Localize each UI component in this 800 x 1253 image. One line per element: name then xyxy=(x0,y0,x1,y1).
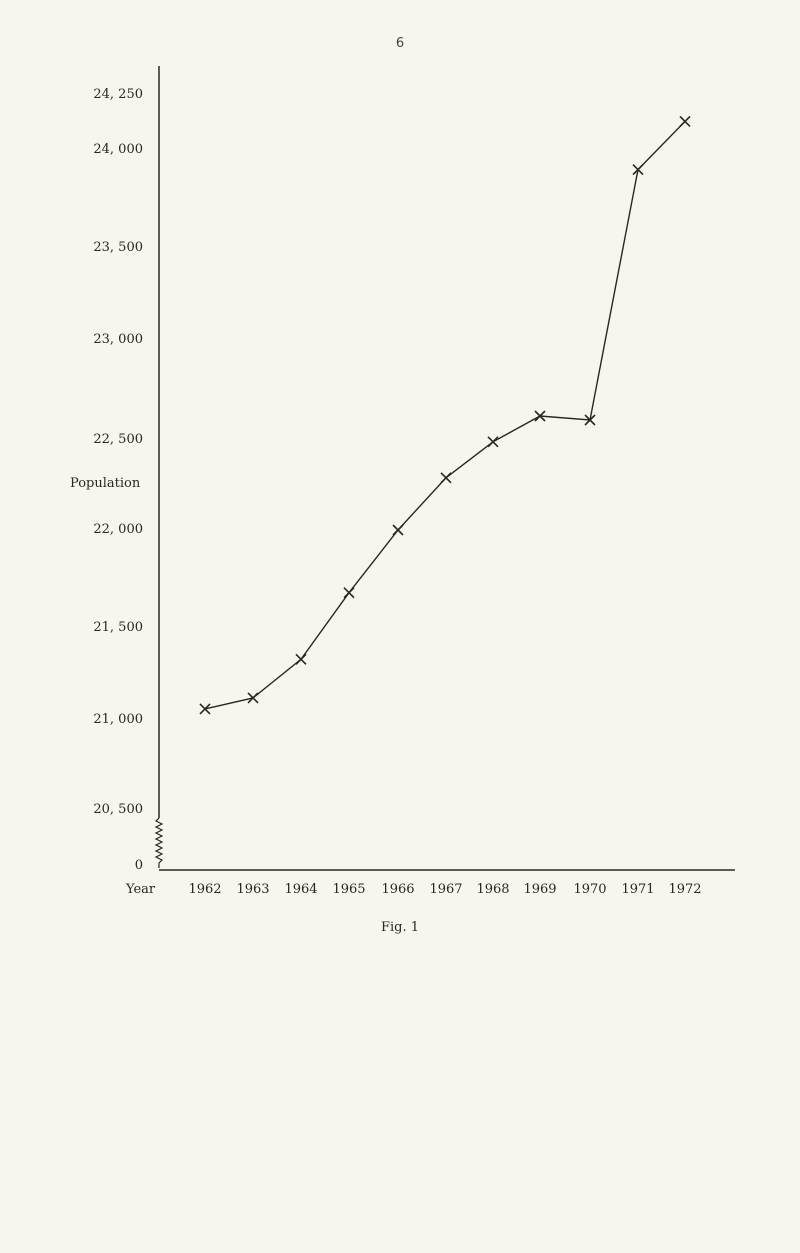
data-point-markers xyxy=(199,115,691,715)
population-line xyxy=(204,120,686,710)
x-tick-label: 1964 xyxy=(284,882,318,897)
x-tick-label: 1971 xyxy=(621,882,655,897)
x-tick-label: 1965 xyxy=(332,882,366,897)
x-marker-icon xyxy=(584,414,596,426)
x-tick-label: 1962 xyxy=(188,882,222,897)
axis-break-icon xyxy=(154,817,164,868)
x-marker-icon xyxy=(247,692,259,704)
x-marker-icon xyxy=(534,410,546,422)
figure-caption: Fig. 1 xyxy=(380,920,420,935)
x-marker-icon xyxy=(343,587,355,599)
y-tick-label: 22, 000 xyxy=(93,522,143,537)
x-tick-label: 1967 xyxy=(429,882,463,897)
x-marker-icon xyxy=(392,524,404,536)
y-tick-label: 23, 000 xyxy=(93,332,143,347)
x-tick-label: 1972 xyxy=(668,882,702,897)
y-tick-label: 21, 500 xyxy=(93,620,143,635)
page-number: 6 xyxy=(395,36,405,51)
x-marker-icon xyxy=(679,115,691,127)
y-tick-label: 22, 500 xyxy=(93,432,143,447)
y-tick-label: 0 xyxy=(134,858,143,873)
x-tick-label: 1969 xyxy=(523,882,557,897)
x-tick-label: 1970 xyxy=(573,882,607,897)
y-tick-label: 24, 250 xyxy=(93,87,143,102)
x-tick-label: 1963 xyxy=(236,882,270,897)
y-axis-title: Population xyxy=(70,476,141,491)
x-marker-icon xyxy=(632,164,644,176)
x-tick-label: 1968 xyxy=(476,882,510,897)
x-tick-label: 1966 xyxy=(381,882,415,897)
x-axis-title: Year xyxy=(126,882,156,897)
x-marker-icon xyxy=(295,653,307,665)
x-marker-icon xyxy=(487,436,499,448)
y-tick-label: 21, 000 xyxy=(93,712,143,727)
x-marker-icon xyxy=(440,472,452,484)
y-tick-label: 24, 000 xyxy=(93,142,143,157)
x-marker-icon xyxy=(199,703,211,715)
y-tick-label: 20, 500 xyxy=(93,802,143,817)
y-tick-label: 23, 500 xyxy=(93,240,143,255)
